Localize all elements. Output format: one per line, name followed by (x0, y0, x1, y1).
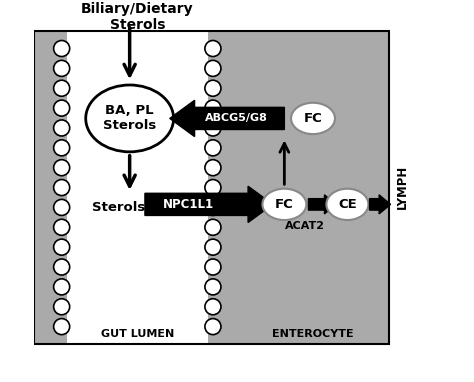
Text: BA, PL
Sterols: BA, PL Sterols (103, 104, 156, 133)
Circle shape (205, 199, 221, 215)
Circle shape (205, 120, 221, 136)
Text: Biliary/Dietary
Sterols: Biliary/Dietary Sterols (81, 2, 193, 32)
Text: FC: FC (275, 198, 294, 211)
Circle shape (205, 239, 221, 255)
Bar (208, 31, 237, 344)
Circle shape (54, 140, 70, 156)
Ellipse shape (86, 85, 173, 152)
Text: LYMPH: LYMPH (396, 165, 409, 209)
Circle shape (54, 259, 70, 275)
Text: ACAT2: ACAT2 (285, 221, 325, 231)
FancyArrow shape (170, 100, 284, 136)
Ellipse shape (327, 189, 368, 220)
Ellipse shape (263, 189, 306, 220)
Circle shape (54, 40, 70, 57)
Circle shape (205, 259, 221, 275)
Circle shape (54, 120, 70, 136)
Circle shape (205, 140, 221, 156)
Circle shape (54, 319, 70, 335)
Text: FC: FC (304, 112, 322, 125)
FancyArrow shape (370, 195, 391, 214)
Bar (67, 31, 208, 344)
Ellipse shape (291, 103, 335, 134)
Circle shape (205, 299, 221, 315)
Circle shape (205, 160, 221, 176)
Text: CE: CE (338, 198, 357, 211)
Circle shape (205, 279, 221, 295)
Circle shape (54, 160, 70, 176)
Circle shape (54, 239, 70, 255)
Bar (34, 31, 67, 344)
Text: NPC1L1: NPC1L1 (164, 198, 214, 211)
Text: Sterols: Sterols (91, 201, 145, 214)
Circle shape (205, 180, 221, 196)
Circle shape (54, 100, 70, 116)
Bar (237, 31, 390, 344)
Circle shape (54, 80, 70, 96)
Text: ENTEROCYTE: ENTEROCYTE (272, 329, 354, 339)
Text: GUT LUMEN: GUT LUMEN (100, 329, 174, 339)
Circle shape (205, 319, 221, 335)
FancyArrow shape (145, 186, 273, 222)
Circle shape (54, 219, 70, 235)
Text: ABCG5/G8: ABCG5/G8 (205, 113, 268, 123)
Circle shape (205, 80, 221, 96)
Circle shape (205, 219, 221, 235)
Circle shape (54, 279, 70, 295)
Bar (34, 31, 390, 344)
Circle shape (54, 180, 70, 196)
Circle shape (54, 199, 70, 215)
Circle shape (54, 299, 70, 315)
Circle shape (54, 60, 70, 76)
Circle shape (205, 100, 221, 116)
FancyArrow shape (309, 195, 336, 214)
Circle shape (205, 40, 221, 57)
Circle shape (205, 60, 221, 76)
